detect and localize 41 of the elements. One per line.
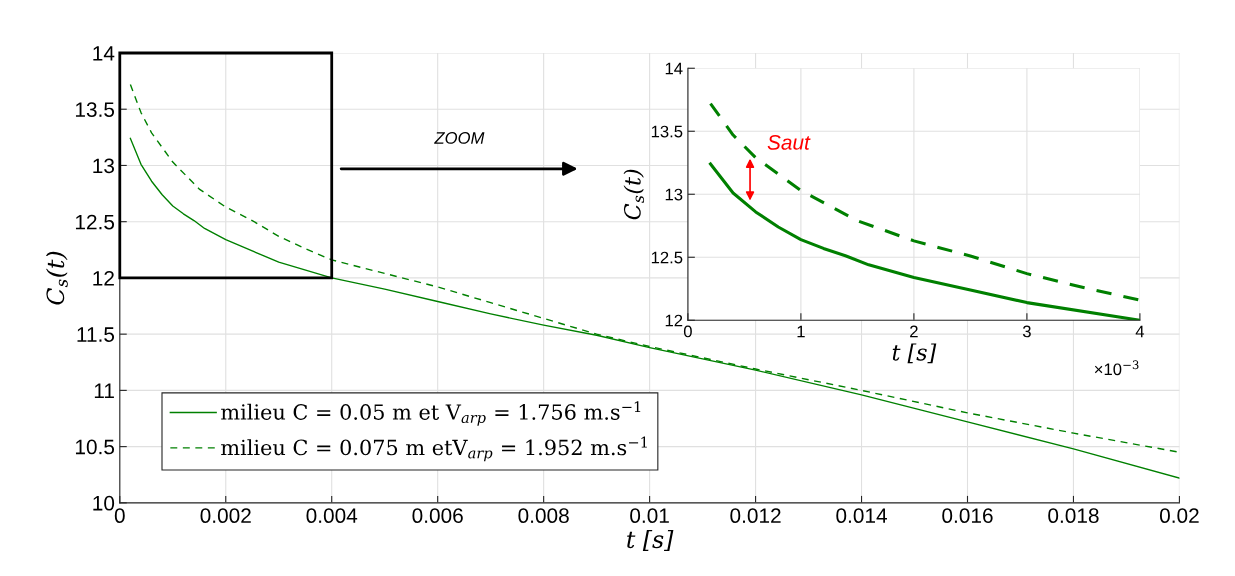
x-tick-label: 0.016 [942, 508, 993, 524]
annotation: ×10$^{−3}$ [1094, 360, 1139, 376]
y-tick-label: 13 [665, 188, 683, 201]
y-tick-label: 13.5 [75, 102, 115, 117]
x-tick-label: 0.004 [306, 508, 358, 524]
x-tick-label: 0 [114, 508, 125, 524]
line-series [708, 162, 1140, 321]
x-tick-label: 0.01 [630, 508, 669, 524]
x-tick-label: 0.008 [518, 508, 569, 524]
y-tick-label: 12 [93, 270, 114, 286]
y-axis-title: C$_{s}$(t) [45, 251, 68, 305]
x-tick-label: 2 [910, 325, 918, 338]
x-tick-label: 3 [1022, 325, 1031, 338]
annotation: Saut [767, 135, 811, 150]
y-tick-label: 10.5 [75, 439, 115, 455]
x-tick-label: 0 [683, 325, 692, 338]
x-tick-label: 1 [797, 325, 805, 338]
y-tick-label: 11 [94, 383, 114, 398]
y-tick-label: 14 [665, 62, 683, 75]
y-tick-label: 13 [93, 158, 115, 174]
y-tick-label: 11.5 [77, 327, 115, 342]
y-tick-label: 12 [665, 314, 683, 327]
line-series [708, 102, 1140, 302]
y-tick-label: 14 [93, 46, 115, 61]
x-tick-label: 0.018 [1048, 508, 1099, 524]
x-axis-title: t [s] [892, 343, 937, 364]
y-tick-label: 10 [93, 495, 115, 511]
x-tick-label: 4 [1135, 325, 1145, 338]
y-axis-title: C$_{s}$(t) [623, 169, 645, 220]
x-tick-label: 0.002 [200, 508, 251, 524]
x-tick-label: 0.014 [836, 508, 887, 524]
x-tick-label: 0.012 [730, 508, 781, 524]
legend-label: milieu C = 0.05 m et V$_{arp}$ = 1.756 m.s$^{−1}$ [221, 401, 641, 426]
y-tick-label: 12.5 [651, 251, 683, 264]
legend-label: milieu C = 0.075 m etV$_{arp}$ = 1.952 m.s$^{−1}$ [221, 436, 647, 462]
x-axis-title: t [s] [627, 529, 674, 551]
y-tick-label: 12.5 [75, 214, 115, 230]
x-tick-label: 0.006 [412, 508, 463, 524]
annotation: ZOOM [434, 132, 485, 144]
x-tick-label: 0.02 [1159, 508, 1199, 524]
y-tick-label: 13.5 [651, 125, 683, 138]
